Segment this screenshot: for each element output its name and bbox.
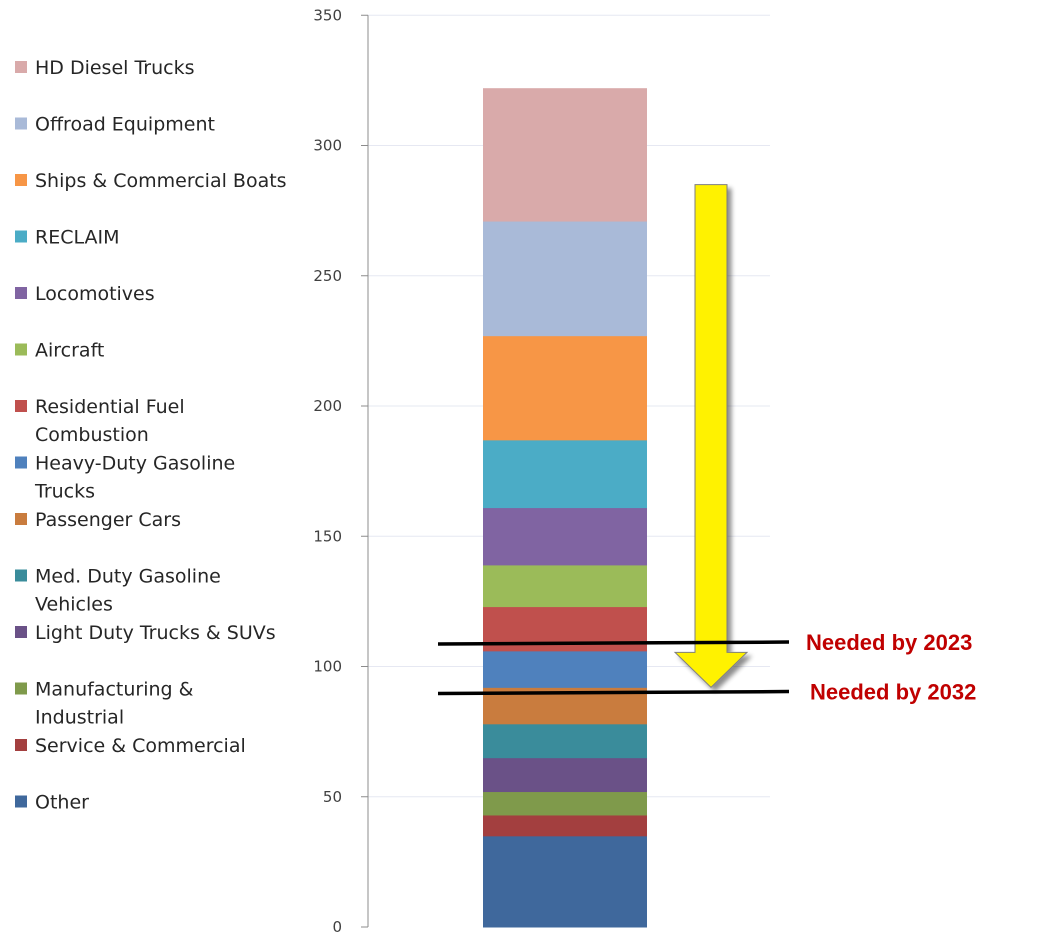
y-tick-label: 50 <box>323 788 342 806</box>
legend-item: Residential Fuel Combustion <box>15 396 185 446</box>
bar-segment-reclaim <box>483 439 647 509</box>
legend-label: Heavy-Duty Gasoline <box>35 453 235 475</box>
legend-item: Ships & Commercial Boats <box>15 170 287 192</box>
legend-label: Trucks <box>34 481 95 503</box>
legend-swatch <box>15 117 27 130</box>
target-label: Needed by 2032 <box>810 680 976 705</box>
legend-swatch <box>15 795 27 808</box>
legend-label: Ships & Commercial Boats <box>35 170 287 192</box>
bar-segment-service-commercial <box>483 814 647 837</box>
legend-swatch <box>15 682 27 695</box>
legend-item: Light Duty Trucks & SUVs <box>15 622 276 644</box>
legend-label: HD Diesel Trucks <box>35 57 194 79</box>
legend-label: Locomotives <box>35 283 155 305</box>
legend: HD Diesel Trucks Offroad Equipment Ships &… <box>15 57 287 814</box>
down-arrow <box>673 184 749 689</box>
bar-segment-locomotives <box>483 507 647 566</box>
legend-swatch <box>15 400 27 412</box>
legend-swatch <box>15 513 27 525</box>
bar-segment-heavy-duty-gasoline-trucks <box>483 650 647 688</box>
reduction-arrow <box>673 184 749 689</box>
legend-swatch <box>15 230 27 243</box>
bar-segment-other <box>483 835 647 928</box>
legend-swatch <box>15 287 27 299</box>
legend-label: Industrial <box>35 707 124 729</box>
legend-swatch <box>15 61 27 73</box>
target-line <box>437 640 790 646</box>
legend-swatch <box>15 626 27 638</box>
legend-label: Manufacturing & <box>35 679 194 701</box>
legend-label: Light Duty Trucks & SUVs <box>35 622 276 644</box>
legend-item: RECLAIM <box>15 227 120 249</box>
legend-label: Combustion <box>35 424 149 446</box>
legend-label: Passenger Cars <box>35 509 181 531</box>
y-tick-label: 300 <box>313 137 342 155</box>
legend-label: Offroad Equipment <box>35 114 215 136</box>
legend-item: Heavy-Duty Gasoline Trucks <box>15 453 235 503</box>
legend-swatch <box>15 174 27 186</box>
legend-item: HD Diesel Trucks <box>15 57 194 79</box>
legend-swatch <box>15 569 27 582</box>
legend-item: Manufacturing & Industrial <box>15 679 194 729</box>
legend-item: Offroad Equipment <box>15 114 215 136</box>
bar-segment-ships-commercial-boats <box>483 335 647 441</box>
bar-segment-offroad-equipment <box>483 221 647 337</box>
legend-item: Aircraft <box>15 340 104 362</box>
legend-item: Locomotives <box>15 283 155 305</box>
y-axis: 0 50 100 150 200 250 300 350 <box>313 6 369 933</box>
bar-segment-med-duty-gasoline-vehicles <box>483 723 647 759</box>
stacked-bar <box>483 88 647 928</box>
legend-label: RECLAIM <box>35 227 120 249</box>
legend-swatch <box>15 456 27 469</box>
target-label: Needed by 2023 <box>806 630 972 655</box>
y-tick-label: 0 <box>332 918 342 933</box>
legend-item: Service & Commercial <box>15 735 246 757</box>
y-tick-label: 100 <box>313 658 342 676</box>
target-line <box>437 689 790 696</box>
legend-item: Other <box>15 792 89 814</box>
bar-segment-hd-diesel-trucks <box>483 88 647 222</box>
y-tick-label: 200 <box>313 397 342 415</box>
bar-segment-aircraft <box>483 564 647 608</box>
target-annotations: Needed by 2023 Needed by 2032 <box>437 630 976 705</box>
legend-label: Vehicles <box>35 594 113 616</box>
y-tick-label: 250 <box>313 267 342 285</box>
legend-swatch <box>15 343 27 356</box>
y-tick-label: 150 <box>313 527 342 545</box>
legend-label: Aircraft <box>35 340 104 362</box>
legend-label: Other <box>35 792 89 814</box>
legend-label: Residential Fuel <box>35 396 185 418</box>
y-tick-label: 350 <box>313 6 342 24</box>
legend-label: Service & Commercial <box>35 735 246 757</box>
legend-item: Med. Duty Gasoline Vehicles <box>15 566 221 616</box>
bar-segment-light-duty-trucks-suvs <box>483 757 647 793</box>
legend-label: Med. Duty Gasoline <box>35 566 221 588</box>
legend-item: Passenger Cars <box>15 509 181 531</box>
bar-segment-manufacturing-industrial <box>483 791 647 816</box>
legend-swatch <box>15 739 27 751</box>
